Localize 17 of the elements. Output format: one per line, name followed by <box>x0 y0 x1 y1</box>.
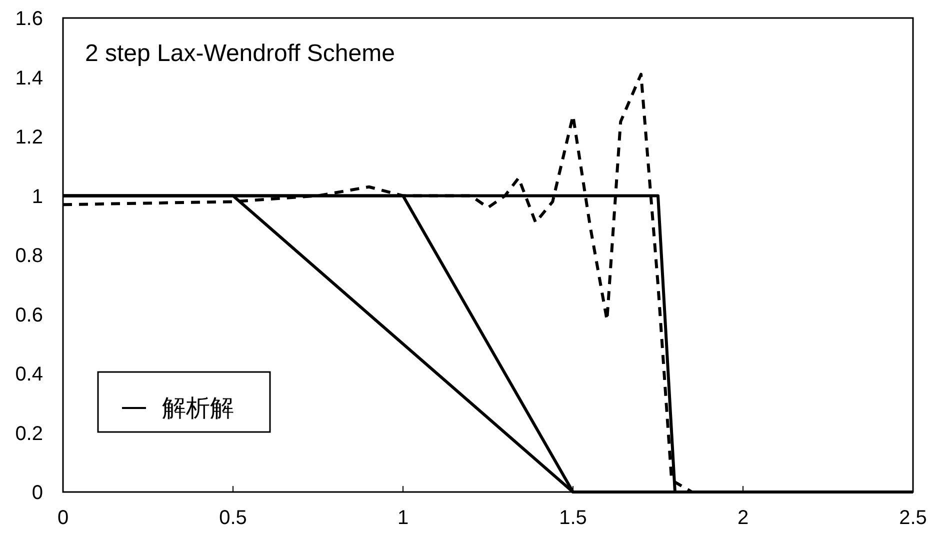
x-tick-label: 1.5 <box>559 507 587 529</box>
y-tick-label: 0.6 <box>15 304 43 326</box>
y-tick-label: 0.2 <box>15 422 43 445</box>
x-tick-label: 2 <box>737 507 749 529</box>
legend-label: 解析解 <box>162 395 234 422</box>
x-tick-label: 0.5 <box>219 507 247 529</box>
x-tick-label: 1 <box>397 507 409 529</box>
y-tick-label: 1.4 <box>15 67 43 90</box>
y-tick-label: 0.8 <box>15 245 43 267</box>
y-tick-label: 0 <box>32 482 43 504</box>
text: 2 step Lax-Wendroff Scheme <box>85 40 395 67</box>
y-tick-label: 1 <box>32 186 43 208</box>
x-tick-label: 0 <box>57 507 69 529</box>
y-tick-label: 1.2 <box>15 126 43 148</box>
y-tick-label: 0.4 <box>15 364 43 386</box>
x-tick-label: 2.5 <box>899 507 927 529</box>
y-tick-label: 1.6 <box>15 8 43 30</box>
